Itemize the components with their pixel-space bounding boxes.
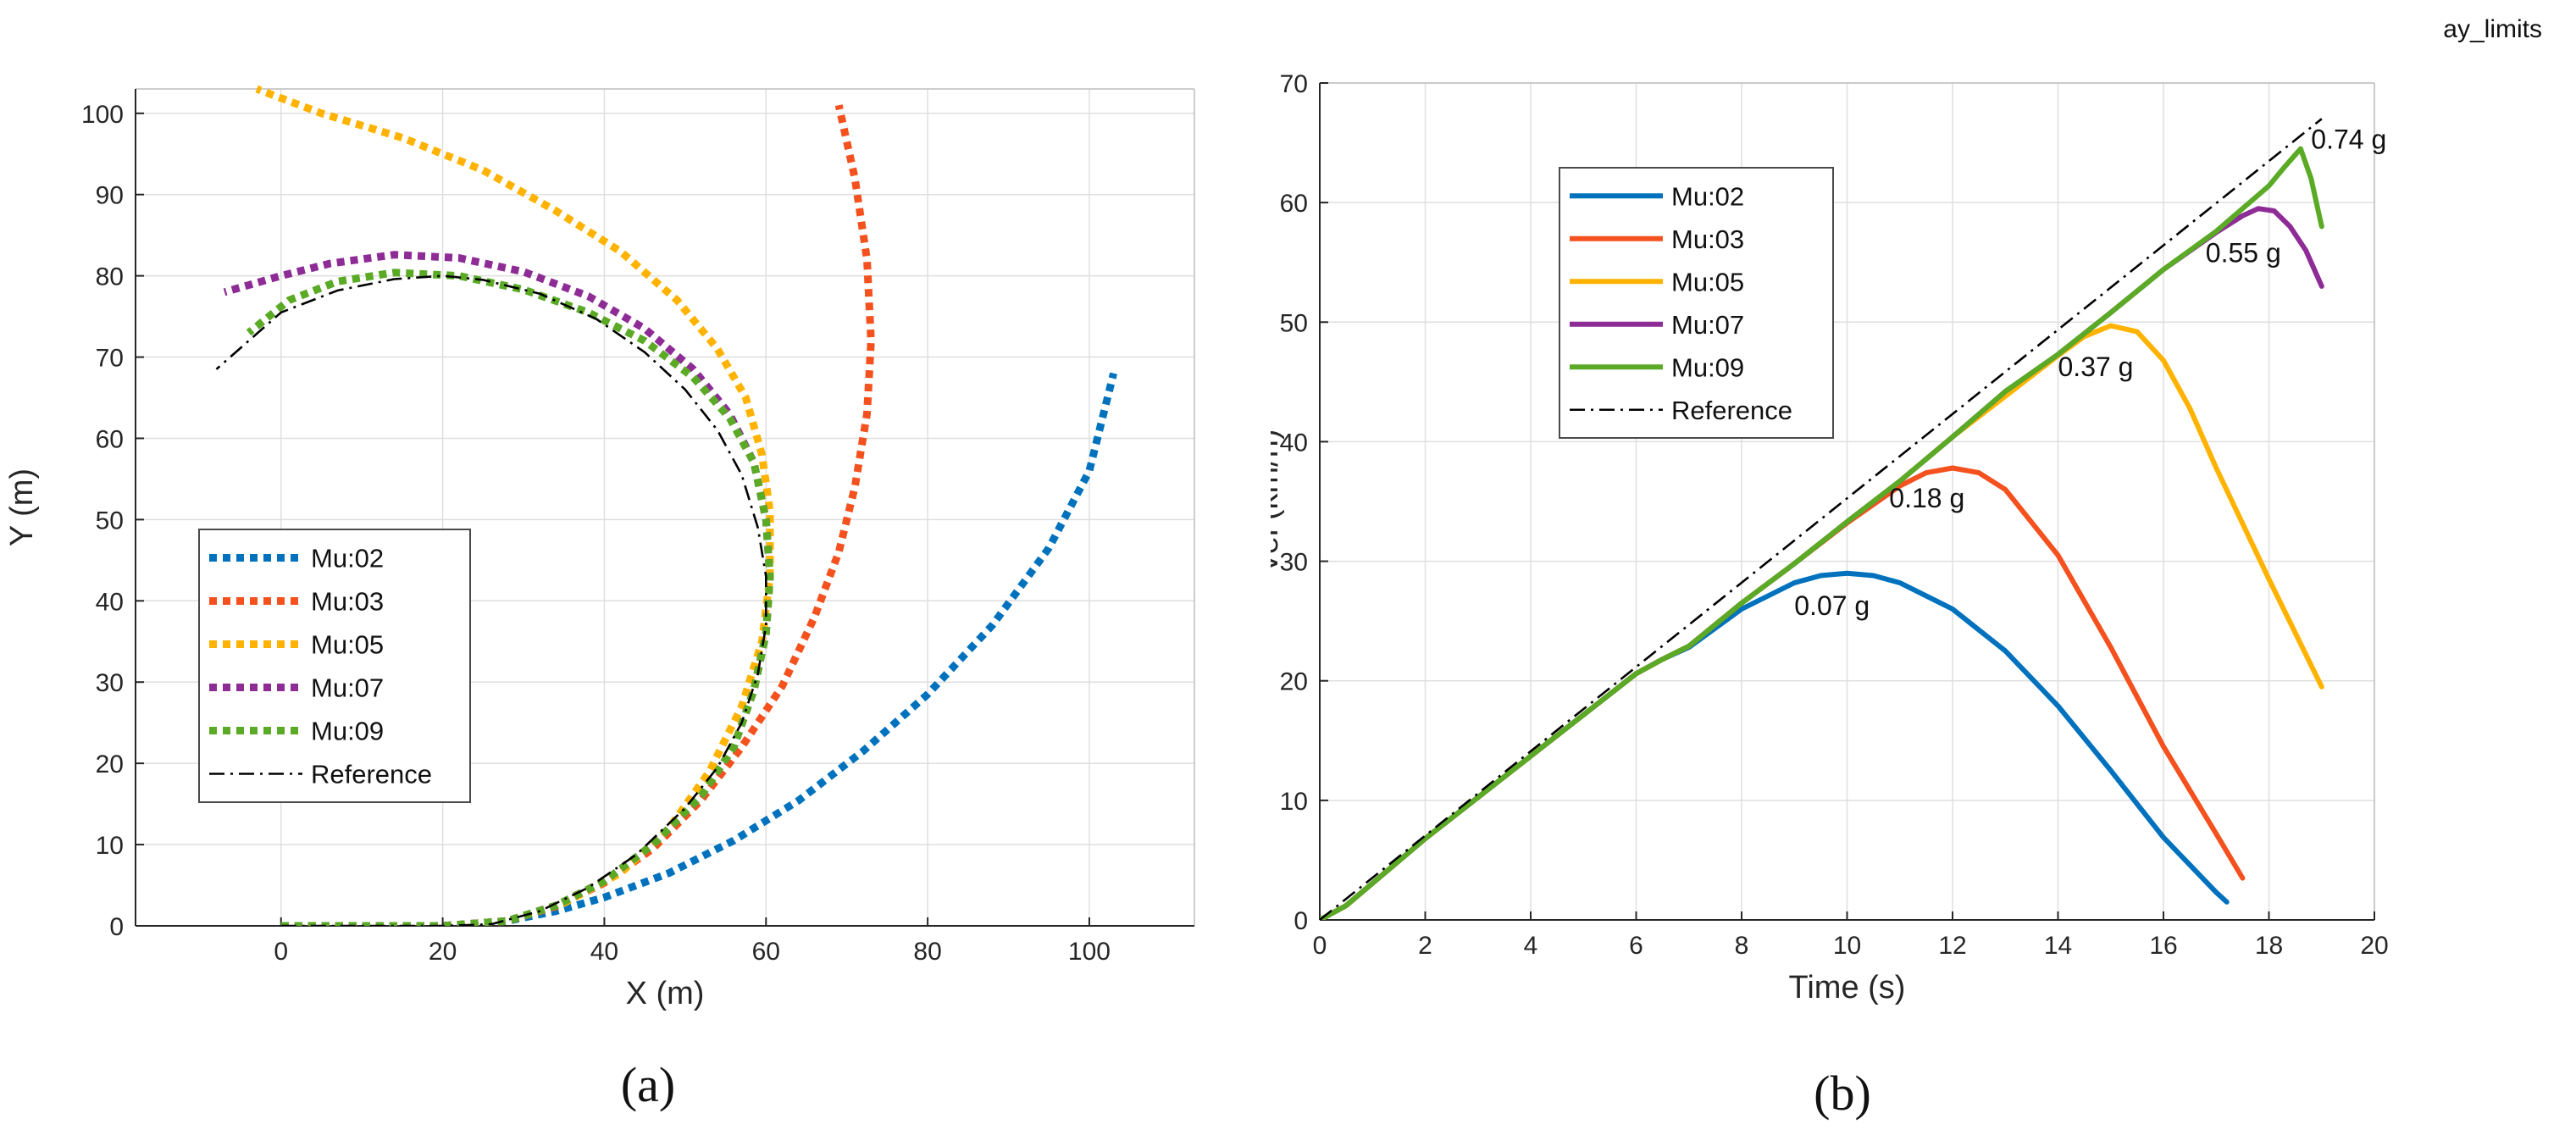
series-line-reference (1320, 118, 2323, 920)
x-tick-label: 4 (1524, 932, 1538, 960)
plot-area (215, 85, 1117, 926)
legend-entry: Mu:02 (311, 544, 384, 573)
y-tick-label: 40 (1280, 429, 1308, 457)
y-tick-label: 70 (96, 345, 124, 373)
panel-label: (b) (1814, 1066, 1871, 1121)
y-tick-label: 30 (96, 669, 124, 697)
panel-label: (a) (621, 1057, 675, 1112)
series-line-mu05 (255, 85, 774, 926)
series-line-mu09 (1320, 146, 2324, 920)
annotation-label: 0.07 g (1794, 590, 1870, 621)
legend-entry: Mu:05 (1671, 267, 1744, 296)
y-tick-label: 100 (81, 101, 124, 129)
x-tick-label: 18 (2255, 932, 2283, 960)
legend-entry: Mu:03 (1671, 224, 1744, 254)
series-line-reference (215, 274, 767, 926)
y-tick-label: 70 (1280, 70, 1308, 98)
y-axis-label: Vel (km/h) (1271, 429, 1285, 573)
x-axis-label: Time (s) (1789, 970, 1906, 1005)
x-axis-label: X (m) (626, 976, 705, 1011)
series-line-mu03 (280, 104, 875, 926)
y-tick-label: 80 (96, 263, 124, 291)
legend-entry: Mu:07 (1671, 310, 1744, 340)
y-tick-label: 0 (109, 913, 124, 941)
annotation-label: 0.37 g (2058, 352, 2134, 382)
annotation-label: 0.18 g (1889, 483, 1964, 513)
y-axis-label: Y (m) (4, 468, 40, 546)
y-tick-label: 90 (96, 182, 124, 210)
x-tick-label: 6 (1629, 932, 1643, 960)
legend-entry: Reference (1671, 396, 1792, 425)
y-tick-label: 20 (96, 751, 124, 778)
legend: Mu:02 Mu:03 Mu:05 Mu:07 Mu:09 Reference (1559, 167, 1834, 439)
series-line-mu02 (1320, 570, 2230, 920)
x-tick-label: 14 (2044, 932, 2072, 960)
chart-a: 0 20 40 60 80 100 0 10 20 30 40 50 60 70 80 90 100 X (m) Y… (4, 85, 1195, 1112)
annotation-label: 0.55 g (2206, 238, 2281, 269)
x-tick-label: 100 (1068, 938, 1111, 966)
legend: Mu:02 Mu:03 Mu:05 Mu:07 Mu:09 Reference (198, 529, 471, 803)
legend-entry: Mu:05 (311, 630, 384, 660)
series-line-mu03 (1320, 465, 2246, 920)
x-tick-label: 20 (429, 938, 457, 966)
y-tick-label: 0 (1294, 907, 1308, 935)
x-tick-label: 20 (2360, 932, 2388, 960)
legend-entry: Mu:02 (1671, 181, 1744, 211)
y-tick-label: 60 (1280, 190, 1308, 218)
legend-box (1559, 167, 1834, 439)
y-tick-label: 50 (96, 507, 124, 535)
y-tick-label: 40 (96, 588, 124, 616)
y-tick-label: 10 (1280, 788, 1308, 816)
legend-entry: Mu:07 (311, 673, 384, 703)
plot-area (1320, 118, 2324, 920)
legend-entry: Reference (311, 760, 432, 789)
x-tick-label: 60 (752, 938, 780, 966)
legend-entry: Mu:09 (311, 717, 384, 746)
x-tick-label: 0 (1313, 932, 1327, 960)
y-tick-label: 50 (1280, 309, 1308, 337)
annotation-label: 0.74 g (2311, 125, 2386, 155)
y-tick-label: 20 (1280, 668, 1308, 696)
y-tick-label: 60 (96, 425, 124, 453)
x-tick-label: 40 (590, 938, 618, 966)
chart-b: 0 2 4 6 8 10 12 14 16 18 20 0 10 20 30 40 50 60 70 Time (s)… (1271, 70, 2389, 1121)
x-tick-label: 16 (2149, 932, 2177, 960)
x-tick-label: 8 (1735, 932, 1749, 960)
x-tick-label: 80 (913, 938, 941, 966)
legend-entry: Mu:03 (311, 587, 384, 617)
top-right-label: ay_limits (2443, 15, 2542, 43)
legend-entry: Mu:09 (1671, 352, 1744, 382)
x-tick-label: 2 (1418, 932, 1432, 960)
x-tick-label: 0 (274, 938, 288, 966)
y-tick-label: 10 (96, 832, 124, 860)
x-tick-label: 12 (1938, 932, 1966, 960)
y-tick-label: 30 (1280, 549, 1308, 577)
legend-box (198, 529, 471, 803)
x-tick-label: 10 (1833, 932, 1861, 960)
